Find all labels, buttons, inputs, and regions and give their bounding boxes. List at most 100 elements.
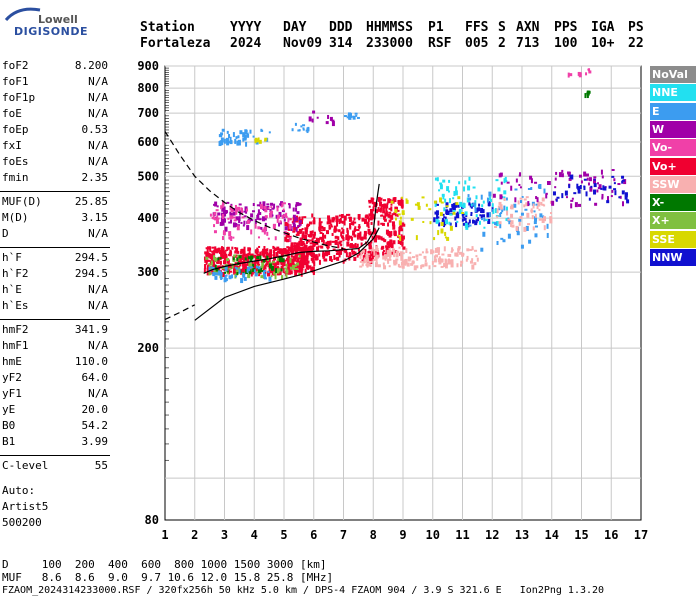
- echo-point-e: [221, 128, 225, 132]
- echo-point-e: [348, 115, 352, 120]
- param-name: M(D): [2, 211, 29, 224]
- echo-point-vo+: [266, 261, 270, 266]
- echo-point-w: [611, 189, 614, 193]
- echo-point-vo+: [304, 227, 308, 231]
- echo-point-e: [225, 278, 228, 282]
- echo-point-nne: [445, 218, 448, 221]
- echo-point-sse: [433, 237, 436, 241]
- echo-point-w: [316, 116, 319, 119]
- echo-point-w: [492, 193, 496, 198]
- echo-point-vo+: [353, 217, 356, 221]
- echo-point-vo+: [242, 258, 246, 264]
- echo-point-vo+: [246, 256, 250, 262]
- echo-point-nnw: [455, 222, 458, 228]
- echo-point-vo-: [261, 229, 264, 233]
- echo-point-e: [247, 133, 250, 138]
- echo-point-vo+: [311, 213, 314, 218]
- echo-point-vo+: [217, 248, 221, 252]
- legend-item-w: W: [650, 120, 696, 138]
- echo-point-vo+: [392, 240, 396, 245]
- echo-point-nne: [495, 179, 499, 182]
- echo-point-w: [585, 173, 589, 177]
- echo-point-vo+: [241, 269, 245, 274]
- model-dashed-curve: [164, 131, 344, 250]
- param-row: h`F 294.5: [2, 251, 108, 268]
- echo-point-w: [228, 221, 231, 224]
- echo-point-x+: [278, 267, 281, 272]
- echo-point-w: [297, 225, 301, 228]
- echo-point-nnw: [441, 213, 445, 216]
- echo-point-e: [257, 266, 261, 270]
- echo-point-vo+: [368, 250, 371, 253]
- echo-point-nnw: [449, 208, 453, 213]
- echo-point-vo-: [276, 206, 279, 212]
- echo-point-e: [306, 128, 309, 134]
- echo-point-sse: [390, 200, 394, 204]
- y-tick-label: 400: [137, 211, 159, 225]
- header-value-7: 2: [498, 36, 506, 51]
- echo-point-vo+: [293, 256, 296, 262]
- echo-point-vo+: [290, 246, 294, 252]
- echo-point-nnw: [626, 199, 630, 204]
- echo-point-nnw: [446, 212, 450, 215]
- param-name: hmF1: [2, 339, 29, 352]
- echo-point-vo+: [349, 243, 353, 247]
- echo-point-vo+: [220, 254, 224, 259]
- echo-point-nnw: [475, 219, 478, 224]
- echo-point-vo+: [316, 243, 319, 246]
- echo-point-nne: [458, 181, 461, 185]
- echo-point-nnw: [442, 218, 445, 222]
- echo-point-ssw: [433, 258, 437, 263]
- echo-point-e: [249, 129, 252, 134]
- echo-point-vo+: [297, 253, 300, 256]
- echo-point-vo+: [320, 245, 324, 249]
- echo-point-vo+: [330, 223, 333, 226]
- echo-point-ssw: [420, 264, 423, 269]
- x-tick-label: 6: [310, 528, 317, 542]
- echo-point-w: [518, 183, 521, 186]
- echo-point-vo+: [349, 235, 353, 239]
- echo-point-vo+: [234, 246, 237, 249]
- echo-point-sse: [421, 196, 425, 199]
- echo-point-vo+: [305, 261, 309, 267]
- echo-point-vo+: [335, 218, 339, 223]
- echo-point-vo+: [341, 235, 344, 240]
- echo-point-nnw: [600, 187, 603, 190]
- echo-point-vo+: [216, 259, 220, 264]
- echo-point-vo+: [212, 252, 216, 257]
- echo-point-e: [218, 134, 222, 138]
- echo-point-nnw: [590, 185, 593, 188]
- echo-point-e: [300, 125, 303, 128]
- echo-point-vo-: [233, 219, 237, 222]
- echo-point-nnw: [444, 216, 447, 221]
- echo-point-e: [242, 132, 246, 138]
- echo-point-vo+: [399, 240, 403, 243]
- param-value: 2.35: [81, 171, 109, 184]
- echo-point-e: [252, 135, 255, 138]
- param-row: D N/A: [2, 227, 108, 244]
- echo-point-ssw: [415, 254, 419, 258]
- echo-point-sse: [438, 197, 442, 203]
- echo-point-vo+: [276, 260, 280, 266]
- echo-point-w: [217, 212, 221, 216]
- echo-point-vo+: [356, 243, 359, 248]
- echo-point-nnw: [556, 196, 560, 199]
- echo-point-nne: [494, 208, 497, 214]
- echo-point-x+: [276, 258, 279, 262]
- param-value: N/A: [88, 155, 108, 168]
- echo-point-w: [601, 196, 604, 200]
- x-tick-label: 1: [161, 528, 168, 542]
- echo-point-e: [498, 206, 501, 211]
- echo-point-e: [472, 202, 476, 206]
- echo-point-vo+: [322, 227, 326, 232]
- echo-point-x+: [272, 261, 276, 264]
- echo-point-vo+: [296, 246, 300, 252]
- echo-point-vo+: [381, 245, 385, 249]
- param-value: N/A: [88, 227, 108, 240]
- echo-point-sse: [444, 236, 447, 239]
- echo-point-e: [520, 200, 523, 204]
- echo-point-vo+: [211, 250, 215, 253]
- echo-point-x+: [213, 255, 216, 261]
- echo-point-vo+: [377, 235, 380, 239]
- echo-point-e: [543, 188, 546, 194]
